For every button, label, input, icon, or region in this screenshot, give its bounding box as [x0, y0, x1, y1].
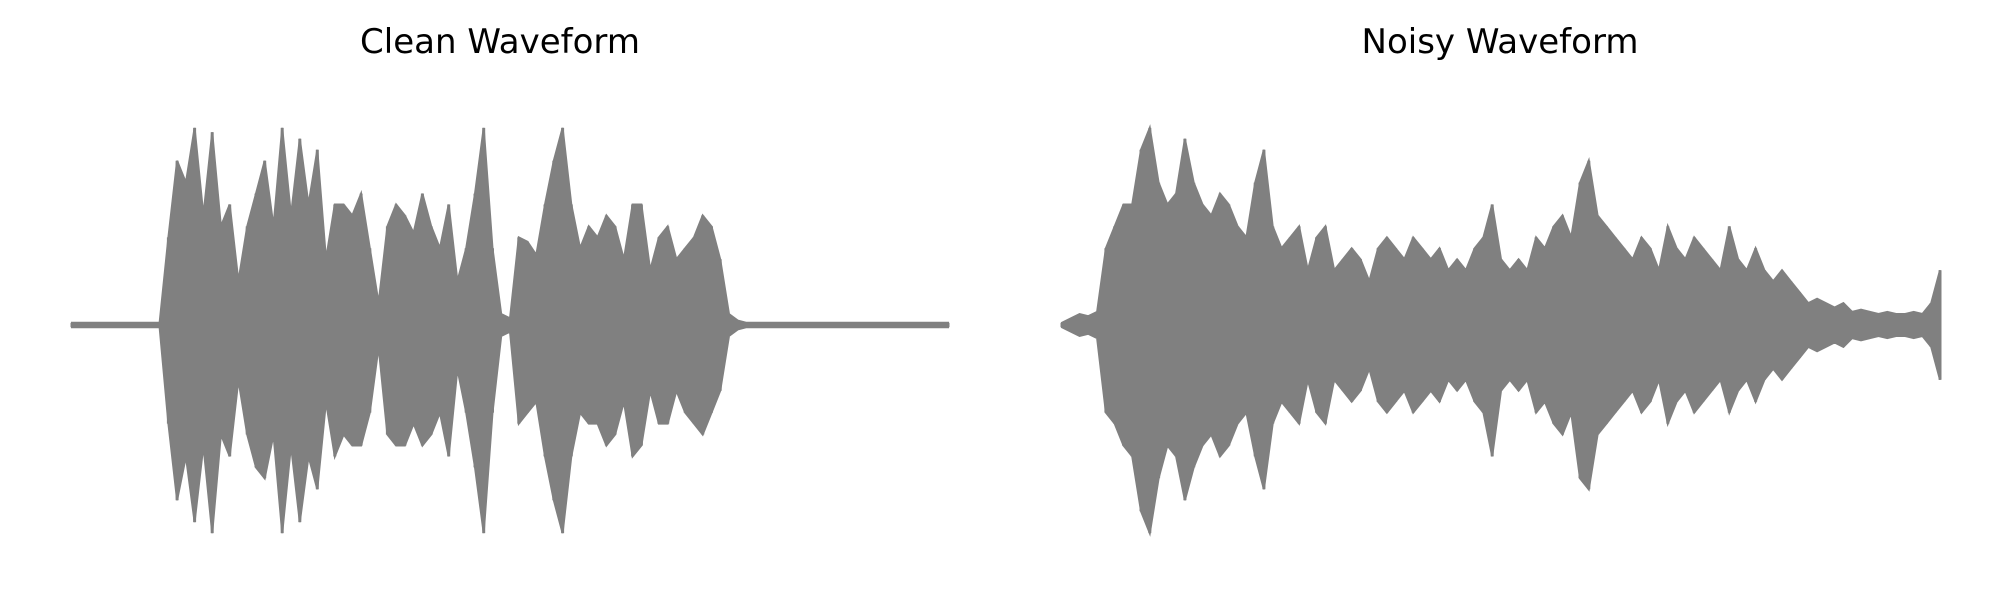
clean-waveform-panel: Clean Waveform: [70, 22, 950, 534]
clean-waveform-title: Clean Waveform: [360, 22, 640, 62]
noisy-waveform-plot: [1060, 124, 1942, 537]
clean-waveform-plot: [70, 127, 950, 534]
noisy-waveform-title: Noisy Waveform: [1361, 22, 1639, 62]
noisy-waveform-panel: Noisy Waveform: [1000, 0, 2000, 600]
